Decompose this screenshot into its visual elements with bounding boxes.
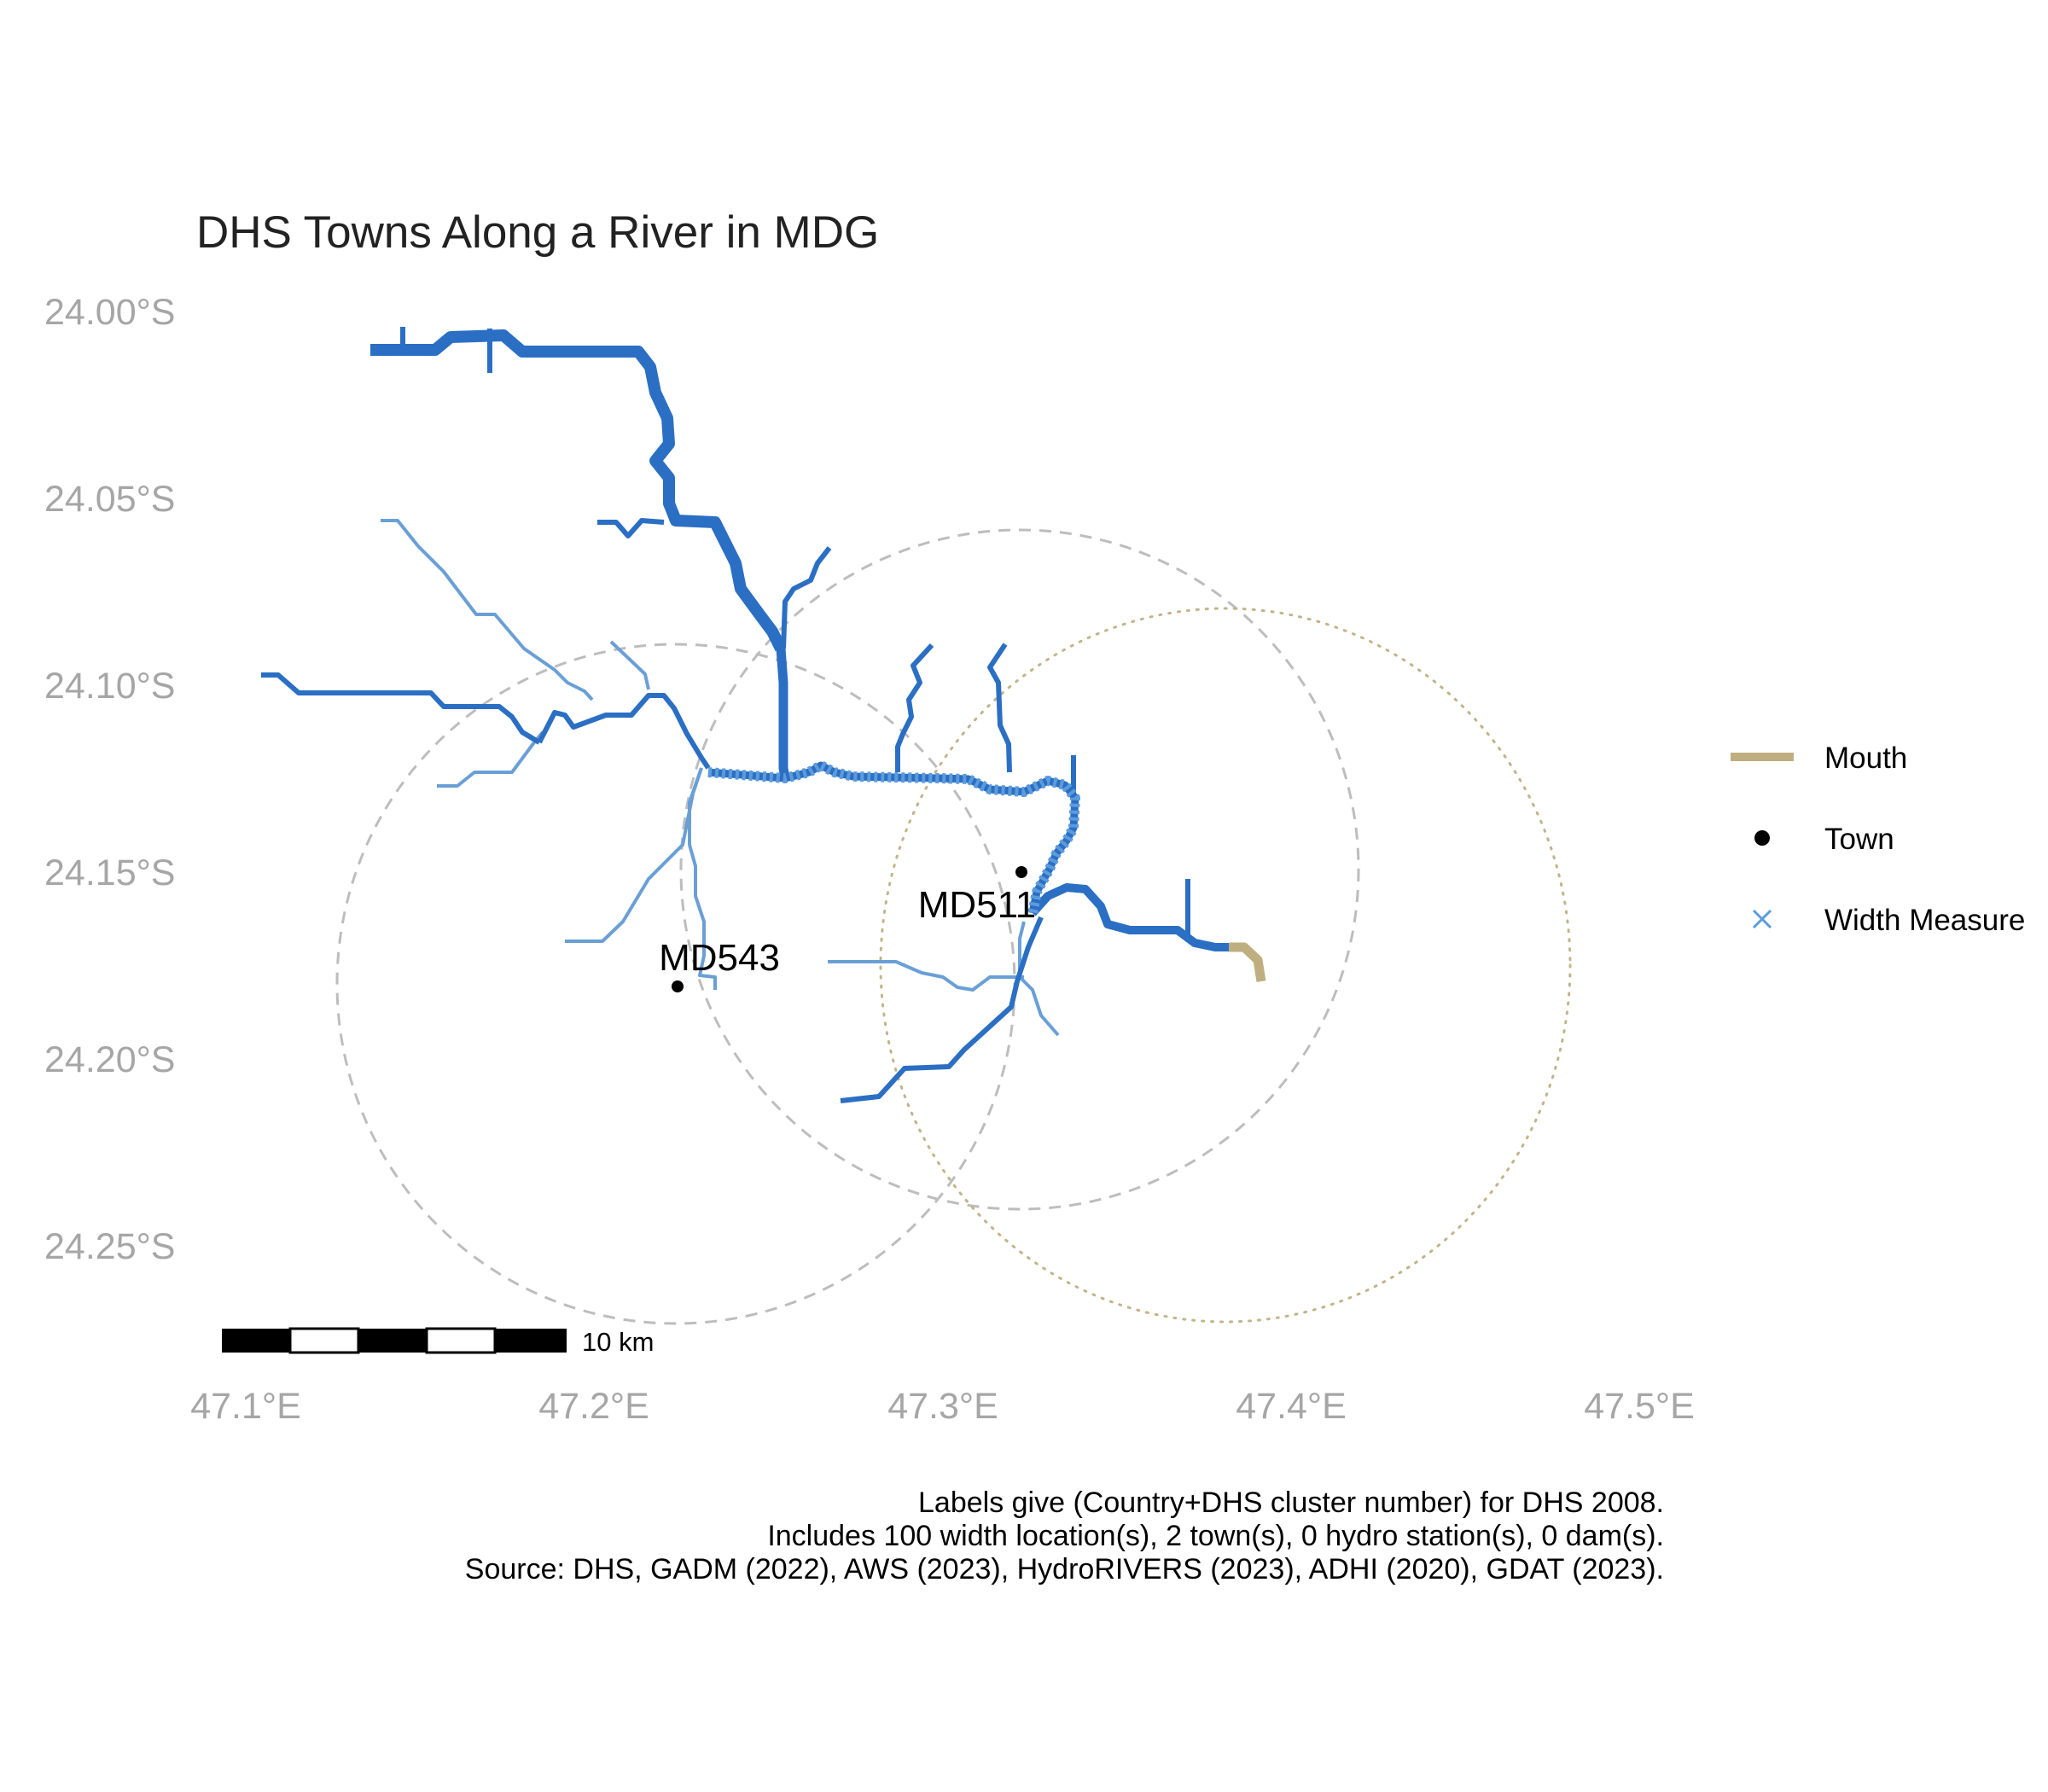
tributary-line: [565, 767, 703, 943]
x-tick-label: 47.5°E: [1584, 1386, 1695, 1427]
y-tick-label: 24.20°S: [44, 1039, 175, 1080]
tributary-line: [437, 730, 544, 788]
caption: Labels give (Country+DHS cluster number)…: [465, 1487, 1664, 1585]
tributary-line: [840, 916, 1044, 1103]
scale-bar-label: 10 km: [582, 1327, 654, 1357]
tributary-line: [828, 960, 1024, 992]
x-tick-label: 47.2°E: [538, 1386, 649, 1427]
buffer-circles: [335, 528, 1572, 1325]
x-axis: 47.1°E 47.2°E 47.3°E 47.4°E 47.5°E: [190, 1386, 1695, 1427]
x-tick-label: 47.3°E: [887, 1386, 998, 1427]
tributary-line: [537, 693, 711, 770]
main-river-segment: [1029, 883, 1229, 951]
map-title: DHS Towns Along a River in MDG: [196, 207, 879, 258]
tributary-line: [895, 643, 934, 772]
y-tick-label: 24.25°S: [44, 1226, 175, 1267]
legend-label-mouth: Mouth: [1824, 742, 1907, 775]
tributary-line: [987, 643, 1012, 773]
y-axis: 24.00°S 24.05°S 24.10°S 24.15°S 24.20°S …: [44, 292, 175, 1267]
towns: MD511 MD543: [659, 866, 1036, 992]
scale-bar-segment: [425, 1327, 497, 1354]
y-tick-label: 24.10°S: [44, 666, 175, 707]
caption-line: Source: DHS, GADM (2022), AWS (2023), Hy…: [465, 1553, 1664, 1585]
width-measure-markers: [707, 760, 1080, 915]
caption-line: Includes 100 width location(s), 2 town(s…: [767, 1520, 1664, 1552]
tributary-line: [597, 518, 665, 538]
mouth-buffer-circle: [879, 607, 1572, 1324]
tributary-line: [688, 767, 717, 990]
river-mouth-segment: [1229, 942, 1266, 982]
scale-bar-segment: [358, 1329, 427, 1353]
y-tick-label: 24.05°S: [44, 479, 175, 520]
scale-bar-segment: [495, 1329, 567, 1353]
y-tick-label: 24.00°S: [44, 292, 175, 333]
legend-label-width-measure: Width Measure: [1824, 904, 2025, 937]
main-river-network: [261, 327, 1266, 1103]
town-legend-swatch: [1754, 830, 1770, 846]
tributary-line: [261, 672, 541, 745]
town-buffer-circle: [679, 528, 1360, 1211]
scale-bar-segment: [222, 1329, 290, 1353]
town-label: MD511: [918, 884, 1037, 926]
tributary-line: [609, 640, 650, 690]
x-tick-label: 47.4°E: [1236, 1386, 1347, 1427]
town-marker: [1015, 866, 1027, 878]
width-measure-legend-swatch: [1752, 909, 1772, 929]
main-river-stem: [370, 329, 787, 652]
tributary-line: [1018, 921, 1060, 1037]
caption-line: Labels give (Country+DHS cluster number)…: [918, 1487, 1664, 1519]
x-tick-label: 47.1°E: [190, 1386, 301, 1427]
town-marker: [672, 980, 684, 992]
town-label: MD543: [659, 937, 780, 979]
tributary-line: [381, 519, 594, 701]
legend: Mouth Town Width Measure: [1731, 742, 2025, 937]
main-river-segment: [776, 648, 790, 779]
scale-bar-segment: [288, 1327, 360, 1354]
y-tick-label: 24.15°S: [44, 852, 175, 893]
scale-bar: 10 km: [222, 1327, 654, 1357]
tributary-line: [781, 546, 832, 649]
legend-label-town: Town: [1824, 823, 1894, 856]
